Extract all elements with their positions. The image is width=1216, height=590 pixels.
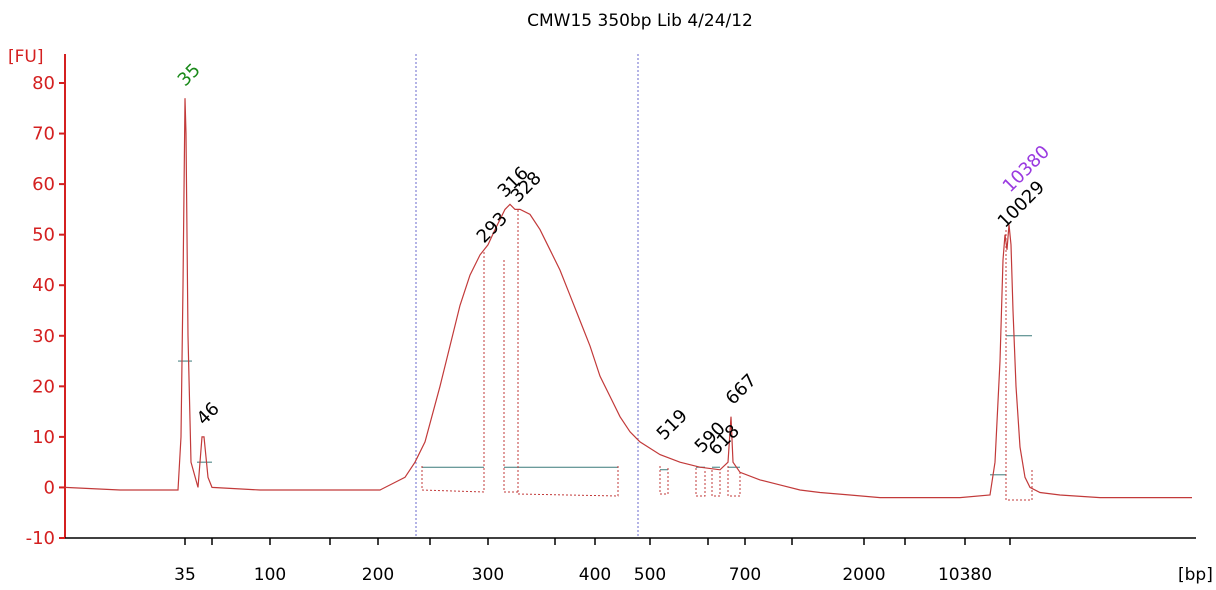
- integration-boundary: [695, 468, 706, 497]
- y-tick-label: 0: [44, 477, 55, 498]
- integration-boundary: [503, 260, 518, 493]
- peak-label: 46: [193, 398, 224, 429]
- x-tick-label: 500: [634, 565, 666, 585]
- y-tick-label: 70: [32, 124, 55, 145]
- plot-area: [64, 98, 1192, 499]
- integration-boundary: [421, 250, 485, 493]
- peak-label: 35: [174, 60, 205, 91]
- peak-integration-regions: [178, 210, 1033, 501]
- y-tick-label: 10: [32, 427, 55, 448]
- peak-label: 519: [653, 405, 692, 444]
- x-axis: 35 100 200 300 400 500 700 2000 10380: [65, 537, 1196, 585]
- y-tick-label: 50: [32, 225, 55, 246]
- x-tick-label: 10380: [938, 565, 992, 585]
- trace-line: [64, 98, 1192, 499]
- y-axis-unit-label: [FU]: [8, 47, 44, 67]
- integration-boundary: [727, 466, 741, 497]
- peak-label: 293: [473, 208, 512, 247]
- x-tick-label: 200: [362, 565, 394, 585]
- x-tick-label: 700: [729, 565, 761, 585]
- x-tick-label: 100: [254, 565, 286, 585]
- chart-title: CMW15 350bp Lib 4/24/12: [527, 11, 753, 31]
- y-axis: -10 0 10 20 30 40 50 60 70 80: [26, 54, 66, 549]
- y-tick-label: -10: [26, 528, 55, 549]
- y-tick-label: 40: [32, 275, 55, 296]
- y-tick-label: 60: [32, 174, 55, 195]
- x-axis-unit-label: [bp]: [1178, 565, 1213, 585]
- integration-boundary: [1005, 230, 1033, 501]
- y-tick-label: 20: [32, 376, 55, 397]
- integration-boundary: [517, 210, 619, 497]
- x-tick-label: 400: [579, 565, 611, 585]
- peak-label: 667: [722, 370, 761, 409]
- x-tick-label: 35: [174, 565, 196, 585]
- integration-boundary: [711, 470, 721, 497]
- y-tick-label: 80: [32, 73, 55, 94]
- integration-boundary: [659, 466, 669, 495]
- x-tick-label: 300: [472, 565, 504, 585]
- x-tick-label: 2000: [842, 565, 885, 585]
- y-tick-label: 30: [32, 326, 55, 347]
